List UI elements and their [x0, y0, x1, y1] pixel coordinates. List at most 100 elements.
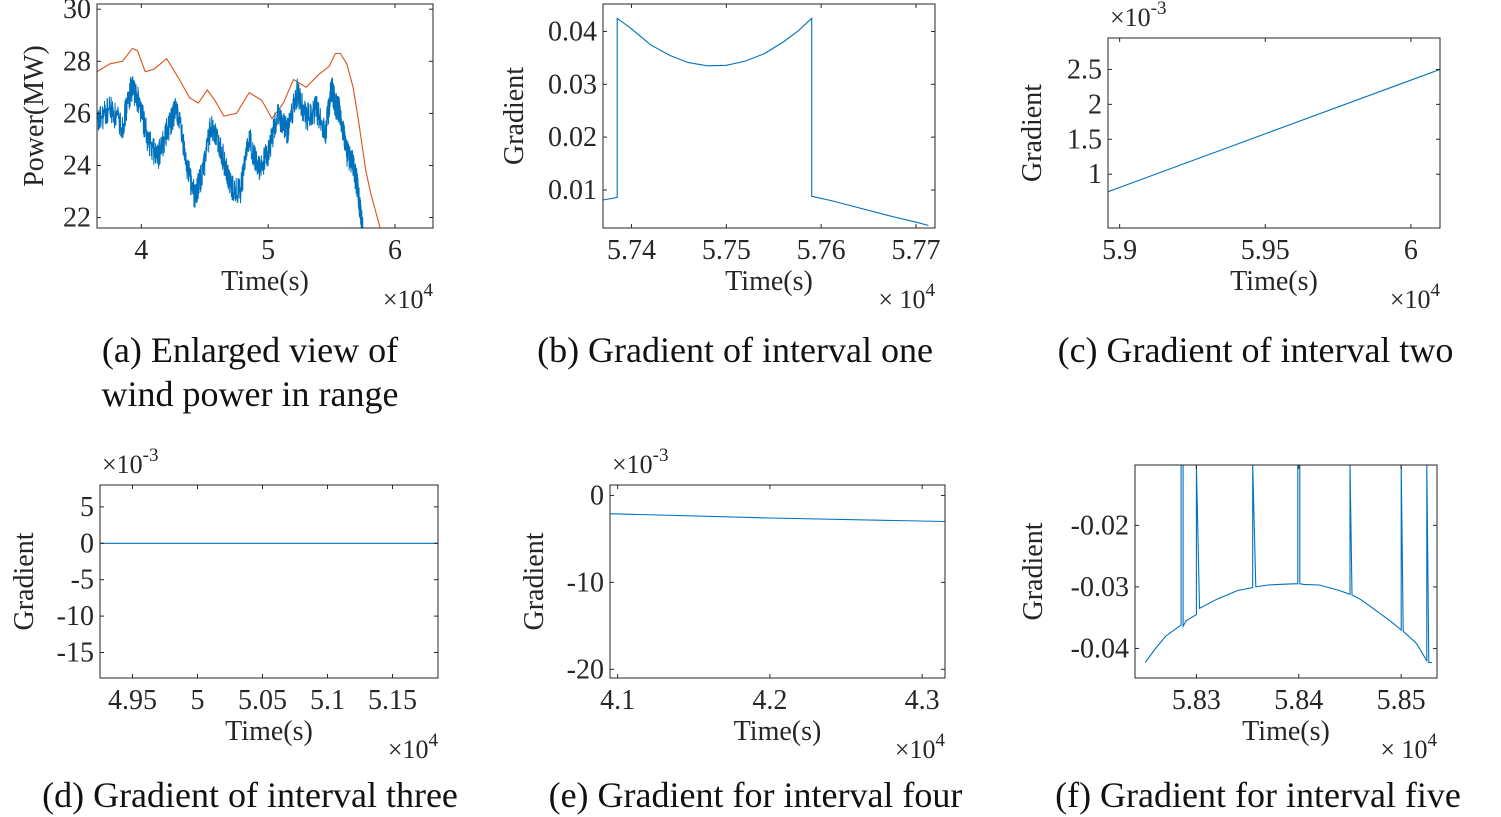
- caption-d-line1: (d) Gradient of interval three: [42, 775, 458, 815]
- y-multiplier-base-c: ×10: [1110, 3, 1151, 32]
- x-multiplier-e: ×104: [895, 730, 946, 764]
- xtick-label-e-2: 4.3: [905, 685, 940, 716]
- x-multiplier-base-a: ×10: [383, 285, 424, 314]
- xtick-label-b-2: 5.76: [797, 235, 846, 266]
- y-multiplier-exp-d: -3: [143, 445, 159, 466]
- caption-a-line1: (a) Enlarged view of: [101, 330, 399, 370]
- x-multiplier-exp-f: 4: [1428, 730, 1438, 751]
- series-f-gradient: [1144, 465, 1432, 664]
- y-multiplier-d: ×10-3: [102, 445, 159, 479]
- x-multiplier-f: × 104: [1380, 730, 1437, 764]
- xtick-label-d-0: 4.95: [108, 685, 157, 716]
- ytick-label-e-2: -20: [567, 654, 604, 685]
- series-e-gradient: [610, 513, 945, 523]
- xtick-label-d-3: 5.1: [310, 685, 345, 716]
- axes-box-d: [99, 484, 439, 679]
- caption-b: (b) Gradient of interval one: [480, 328, 990, 372]
- xtick-label-c-2: 6: [1404, 235, 1418, 266]
- xlabel-a: Time(s): [221, 266, 309, 297]
- ytick-label-e-1: -10: [567, 567, 604, 598]
- chart-b: 5.74 5.75 5.76 5.77 0.01 0.02 0.03 0.04 Time(s) G…: [499, 3, 941, 314]
- x-multiplier-exp-d: 4: [429, 730, 439, 751]
- series-a-upper: [97, 47, 381, 228]
- x-multiplier-exp-c: 4: [1431, 280, 1441, 301]
- xtick-label-c-1: 5.95: [1241, 235, 1290, 266]
- y-multiplier-e: ×10-3: [612, 445, 669, 479]
- xtick-label-f-0: 5.83: [1172, 685, 1221, 716]
- ytick-label-b-0: 0.01: [548, 175, 597, 206]
- caption-f: (f) Gradient for interval five: [1015, 773, 1501, 817]
- xtick-label-e-0: 4.1: [600, 685, 635, 716]
- axes-box-b: [602, 3, 936, 229]
- ytick-label-b-1: 0.02: [548, 122, 597, 153]
- caption-f-line1: (f) Gradient for interval five: [1055, 775, 1461, 815]
- axes-box-e: [609, 484, 946, 679]
- caption-b-line1: (b) Gradient of interval one: [537, 330, 933, 370]
- series-b-gradient: [603, 17, 929, 226]
- ylabel-d: Gradient: [9, 532, 40, 630]
- xtick-label-a-2: 6: [388, 235, 402, 266]
- xlabel-d: Time(s): [225, 716, 313, 747]
- ytick-label-c-3: 2.5: [1067, 54, 1102, 85]
- ytick-label-f-2: -0.04: [1071, 633, 1129, 664]
- xtick-label-e-1: 4.2: [752, 685, 787, 716]
- caption-d: (d) Gradient of interval three: [0, 773, 500, 817]
- ytick-label-c-1: 1.5: [1067, 124, 1102, 155]
- caption-c-line1: (c) Gradient of interval two: [1057, 330, 1454, 370]
- x-multiplier-base-f: × 10: [1380, 735, 1427, 764]
- series-a-lower: [97, 76, 364, 228]
- ytick-label-f-0: -0.02: [1071, 510, 1129, 541]
- ytick-label-c-0: 1: [1088, 159, 1102, 190]
- ytick-label-a-4: 30: [63, 0, 91, 25]
- axes-box-c: [1107, 37, 1441, 229]
- xtick-label-f-2: 5.85: [1377, 685, 1426, 716]
- chart-d: 4.95 5 5.05 5.1 5.15 5 0 -5 -10 -15 Time(s) Gradien…: [9, 445, 439, 764]
- xlabel-b: Time(s): [725, 266, 813, 297]
- ytick-label-d-3: -10: [57, 601, 94, 632]
- xlabel-c: Time(s): [1230, 266, 1318, 297]
- ytick-label-b-3: 0.04: [548, 16, 597, 47]
- ytick-label-d-1: 0: [80, 528, 94, 559]
- ytick-label-f-1: -0.03: [1071, 572, 1129, 603]
- xtick-label-f-1: 5.84: [1274, 685, 1323, 716]
- y-multiplier-exp-e: -3: [653, 445, 669, 466]
- xlabel-e: Time(s): [734, 716, 822, 747]
- caption-a-line2: wind power in range: [101, 374, 399, 414]
- x-multiplier-base-c: ×10: [1390, 285, 1431, 314]
- y-multiplier-c: ×10-3: [1110, 0, 1167, 32]
- series-c-gradient: [1108, 68, 1440, 193]
- caption-e: (e) Gradient for interval four: [503, 773, 1008, 817]
- x-multiplier-exp-e: 4: [936, 730, 946, 751]
- xtick-label-c-0: 5.9: [1102, 235, 1137, 266]
- y-multiplier-base-d: ×10: [102, 450, 143, 479]
- ytick-label-b-2: 0.03: [548, 69, 597, 100]
- x-multiplier-base-b: × 10: [878, 285, 925, 314]
- ylabel-c: Gradient: [1017, 84, 1048, 182]
- caption-a: (a) Enlarged view of wind power in range: [40, 328, 460, 416]
- caption-c: (c) Gradient of interval two: [1010, 328, 1501, 372]
- ytick-label-d-2: -5: [71, 565, 94, 596]
- xtick-label-a-0: 4: [134, 235, 148, 266]
- x-multiplier-base-d: ×10: [388, 735, 429, 764]
- ytick-label-a-0: 22: [63, 203, 91, 234]
- x-multiplier-d: ×104: [388, 730, 439, 764]
- xtick-label-d-1: 5: [191, 685, 205, 716]
- ylabel-b: Gradient: [499, 67, 530, 165]
- xtick-label-d-2: 5.05: [238, 685, 287, 716]
- caption-e-line1: (e) Gradient for interval four: [548, 775, 963, 815]
- x-multiplier-exp-b: 4: [926, 280, 936, 301]
- xtick-label-b-3: 5.77: [892, 235, 941, 266]
- xtick-label-d-4: 5.15: [368, 685, 417, 716]
- ytick-label-e-0: 0: [590, 480, 604, 511]
- x-multiplier-exp-a: 4: [424, 280, 434, 301]
- ylabel-f: Gradient: [1018, 522, 1049, 620]
- chart-f: 5.83 5.84 5.85 -0.02 -0.03 -0.04 Time(s) Gradie…: [1018, 464, 1438, 764]
- ytick-label-c-2: 2: [1088, 89, 1102, 120]
- ytick-label-d-0: 5: [80, 492, 94, 523]
- ytick-label-a-1: 24: [63, 150, 91, 181]
